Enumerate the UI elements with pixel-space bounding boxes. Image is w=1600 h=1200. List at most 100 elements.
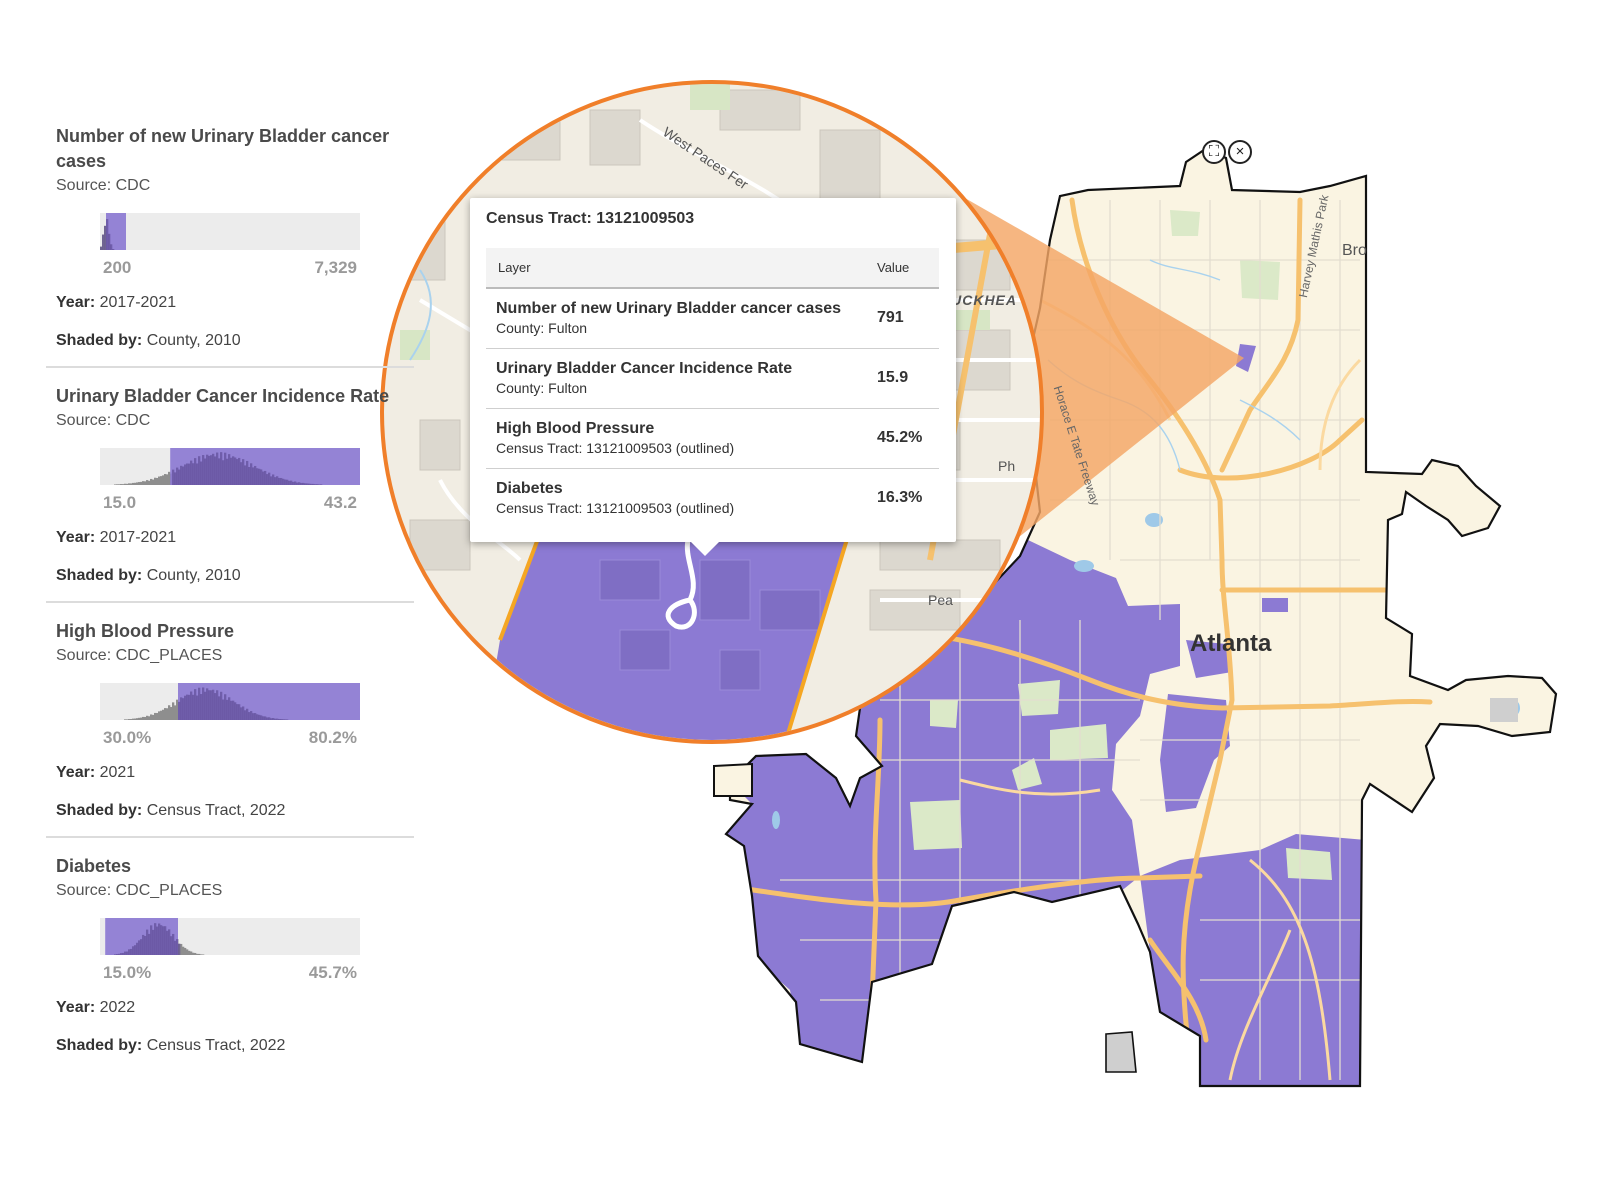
histogram-bin-selected [138, 940, 141, 955]
histogram-bin-selected [254, 465, 257, 485]
fullscreen-icon[interactable]: ⛶ [1202, 140, 1226, 164]
histogram-bin-selected [194, 689, 197, 720]
histogram-bin-selected [262, 471, 265, 485]
histogram-bin [164, 474, 167, 485]
histogram-bin-selected [146, 929, 149, 955]
table-row: High Blood Pressure Census Tract: 1312100… [486, 408, 939, 469]
histogram-bin-selected [260, 469, 263, 485]
histogram-bin-selected [292, 481, 295, 485]
histogram-bin-selected [240, 462, 243, 485]
legend-year-label: Year: [56, 999, 96, 1016]
histogram-bin [168, 471, 171, 485]
histogram-bin-selected [242, 459, 245, 485]
histogram-bin-selected [276, 476, 279, 485]
close-icon[interactable]: × [1228, 140, 1252, 164]
histogram-bin-selected [248, 467, 251, 485]
histogram-bin-selected [230, 700, 233, 720]
histogram-bin [136, 482, 139, 485]
histogram-bin-selected [100, 246, 103, 250]
histogram-bin-selected [126, 951, 129, 955]
histogram-bin-selected [318, 484, 321, 485]
legend-max-value: 7,329 [314, 258, 357, 277]
histogram-bin [140, 717, 143, 720]
histogram-bin [130, 719, 133, 720]
histogram-bin [158, 476, 161, 485]
histogram-bin-selected [168, 929, 171, 955]
histogram-bin-selected [150, 925, 153, 955]
histogram-bin [134, 718, 137, 720]
legend-histogram[interactable] [100, 213, 360, 250]
histogram-bin-selected [178, 469, 181, 485]
histogram-bin-selected [214, 693, 217, 720]
histogram-bin [160, 710, 163, 720]
legend-shaded-label: Shaded by: [56, 332, 143, 349]
histogram-bin [128, 483, 131, 485]
row-layer-geo: Census Tract: 13121009503 (outlined) [496, 440, 735, 456]
legend-panel: Number of new Urinary Bladder cancer cas… [46, 124, 414, 1055]
row-value: 791 [851, 288, 939, 349]
histogram-bin [166, 708, 169, 720]
histogram-bin-selected [176, 939, 179, 955]
legend-source: Source: CDC_PLACES [56, 882, 223, 899]
histogram-bin-selected [226, 699, 229, 720]
histogram-bin-selected [260, 715, 263, 720]
histogram-bin-selected [224, 452, 227, 485]
histogram-bin [150, 714, 153, 720]
legend-min-value: 15.0% [103, 963, 152, 982]
legend-year-value: 2017-2021 [99, 294, 177, 311]
histogram-bin-selected [208, 455, 211, 485]
histogram-bin [154, 477, 157, 485]
legend-range: 200 7,329 [100, 258, 360, 280]
legend-shaded-value: Census Tract, 2022 [146, 1037, 286, 1054]
histogram-bin-selected [206, 688, 209, 720]
histogram-bin-selected [250, 463, 253, 485]
histogram-bin [144, 716, 147, 720]
histogram-bin-selected [304, 483, 307, 485]
histogram-bin [202, 954, 205, 955]
legend-max-value: 80.2% [308, 728, 357, 747]
legend-shaded-value: County, 2010 [146, 567, 241, 584]
histogram-bin [200, 954, 203, 955]
histogram-bin-selected [104, 225, 107, 250]
legend-histogram-svg [114, 448, 360, 485]
lens-label-pea: Pea [928, 592, 953, 608]
histogram-bin-selected [210, 690, 213, 720]
legend-histogram[interactable] [100, 918, 360, 955]
row-layer-geo: County: Fulton [496, 380, 588, 396]
table-row: Urinary Bladder Cancer Incidence Rate Cou… [486, 348, 939, 409]
legend-source: Source: CDC_PLACES [56, 647, 223, 664]
histogram-bin-selected [236, 459, 239, 485]
histogram-bin [158, 711, 161, 720]
histogram-bin [140, 481, 143, 485]
histogram-bin-selected [258, 468, 261, 485]
histogram-bin-selected [280, 477, 283, 485]
legend-histogram[interactable] [100, 683, 360, 720]
histogram-bin-selected [270, 718, 273, 720]
legend-histogram[interactable] [100, 448, 360, 485]
histogram-bin-selected [286, 479, 289, 485]
histogram-bin [146, 480, 149, 485]
histogram-bin-selected [218, 696, 221, 720]
histogram-bin-selected [286, 719, 289, 720]
histogram-bin-selected [250, 711, 253, 720]
histogram-bin [150, 478, 153, 485]
legend-year: Year: 2021 [56, 764, 414, 782]
histogram-bin-selected [198, 456, 201, 485]
histogram-bin-selected [236, 704, 239, 720]
histogram-bin-selected [320, 484, 323, 485]
histogram-bin-selected [186, 463, 189, 485]
histogram-bin [130, 483, 133, 485]
histogram-bin-selected [228, 454, 231, 485]
legend-source: Source: CDC [56, 177, 151, 194]
histogram-bin-selected [154, 923, 157, 955]
histogram-bin-selected [124, 951, 127, 955]
histogram-bin-selected [270, 476, 273, 485]
legend-source: Source: CDC [56, 412, 151, 429]
histogram-bin-selected [272, 718, 275, 720]
legend-block-diabetes: Diabetes Source: CDC_PLACES 15.0% 45.7% … [46, 838, 414, 1055]
lens-label-buckhead: BUCKHEA [940, 292, 1017, 308]
legend-min-value: 200 [103, 258, 132, 277]
histogram-bin-selected [268, 717, 271, 720]
legend-year-label: Year: [56, 294, 96, 311]
histogram-bin-selected [244, 710, 247, 720]
